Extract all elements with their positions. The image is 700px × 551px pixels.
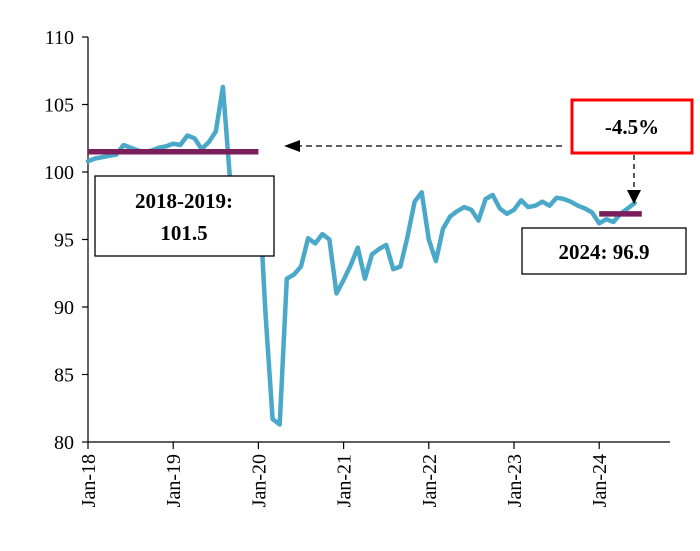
- reference-lines: [88, 149, 642, 217]
- annotation-recent: 2024: 96.9: [521, 227, 687, 275]
- x-tick-label: Jan-21: [334, 454, 356, 507]
- y-tick-label: 105: [44, 95, 74, 117]
- y-tick-label: 85: [54, 365, 74, 387]
- x-tick-label: Jan-22: [419, 454, 441, 507]
- y-tick-label: 90: [54, 297, 74, 319]
- y-tick-label: 80: [54, 432, 74, 454]
- annotation-pre-period-line2: 101.5: [160, 221, 207, 245]
- y-axis: 80 85 90 95 100 105 110: [44, 27, 89, 454]
- y-tick-label: 100: [44, 162, 74, 184]
- annotation-change-text: -4.5%: [605, 115, 659, 139]
- x-tick-label: Jan-18: [78, 454, 100, 507]
- x-tick-label: Jan-23: [504, 454, 526, 507]
- dashed-arrow-left: [284, 140, 562, 152]
- x-axis: Jan-18 Jan-19 Jan-20 Jan-21 Jan-22 Jan-23 Jan-…: [78, 441, 670, 507]
- y-tick-label: 110: [45, 27, 74, 49]
- x-tick-label: Jan-19: [163, 454, 185, 507]
- series-line: [85, 84, 637, 427]
- x-tick-label: Jan-24: [589, 454, 611, 507]
- annotation-recent-text: 2024: 96.9: [559, 240, 650, 264]
- annotation-pre-period: 2018-2019: 101.5: [94, 175, 275, 257]
- dashed-arrow-down: [627, 155, 641, 204]
- y-tick-label: 95: [54, 230, 74, 252]
- x-tick-label: Jan-20: [248, 454, 270, 507]
- annotation-change: -4.5%: [570, 98, 694, 155]
- annotation-pre-period-line1: 2018-2019:: [135, 189, 233, 213]
